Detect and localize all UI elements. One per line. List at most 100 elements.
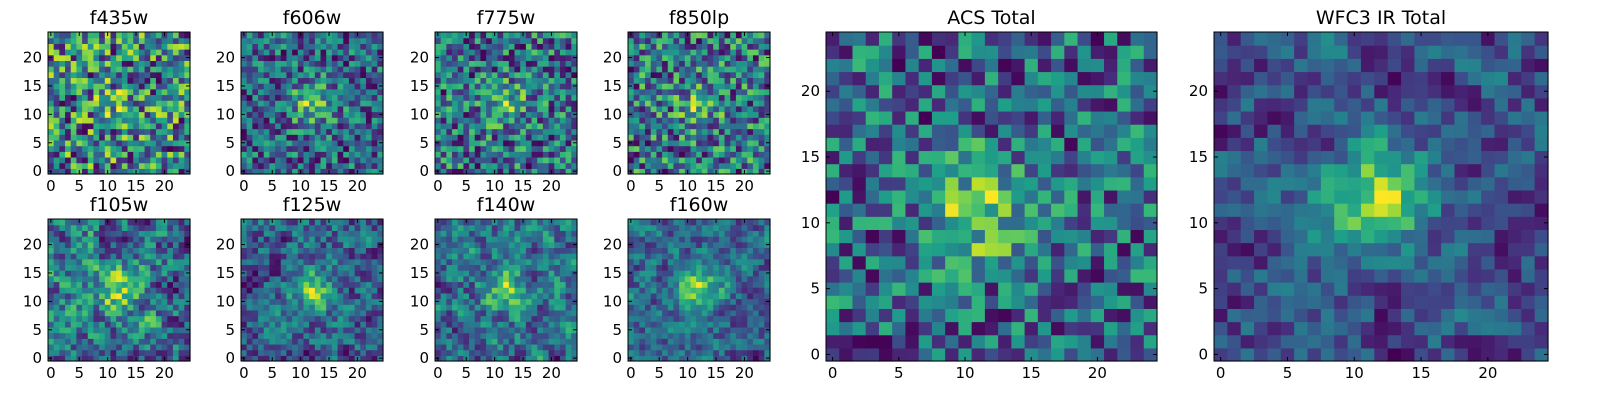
heatmap-cell [320,54,327,61]
heatmap-cell [184,321,191,328]
heatmap-cell [275,258,282,266]
heatmap-cell [348,304,356,311]
heatmap-cell [155,343,163,351]
heatmap-cell [457,32,464,39]
heatmap-cell [480,321,487,328]
heatmap-cell [343,100,350,107]
heatmap-cell [87,134,95,141]
heatmap-cell [474,343,482,351]
heatmap-cell [99,88,106,96]
heatmap-cell [133,71,140,79]
heatmap-cell [133,37,140,44]
heatmap-cell [377,338,384,345]
heatmap-cell [309,332,316,339]
heatmap-cell [252,224,259,231]
heatmap-cell [59,355,66,362]
heatmap-cell [184,37,191,44]
heatmap-cell [309,219,316,226]
heatmap-cell [713,83,720,90]
heatmap-cell [48,43,55,50]
heatmap-cell [297,94,305,101]
heatmap-cell [161,343,168,351]
heatmap-cell [531,241,538,248]
heatmap-cell [161,253,168,260]
heatmap-cell [167,66,174,73]
heatmap-cell [371,32,378,39]
heatmap-cell [480,332,487,339]
heatmap-cell [87,43,95,50]
heatmap-cell [297,43,305,50]
heatmap-cell [542,230,550,237]
heatmap-cell [326,151,333,158]
heatmap-cell [656,94,663,101]
heatmap-cell [320,247,327,254]
heatmap-cell [486,71,493,79]
heatmap-cell [520,139,527,147]
heatmap-cell [76,264,83,271]
heatmap-cell [365,122,373,130]
heatmap-cell [435,122,442,130]
heatmap-cell [331,100,339,107]
heatmap-cell [440,128,447,135]
heatmap-cell [707,49,714,56]
heatmap-cell [718,309,726,317]
heatmap-cell [497,168,504,175]
heatmap-cell [303,264,310,271]
heatmap-cell [326,88,333,96]
heatmap-cell [514,343,521,351]
heatmap-cell [701,66,709,73]
heatmap-cell [452,139,459,147]
heatmap-cell [320,304,327,311]
heatmap-cell [127,60,134,67]
heatmap-cell [559,105,567,113]
heatmap-cell [246,298,253,305]
heatmap-cell [258,77,265,84]
heatmap-cell [76,117,83,124]
heatmap-cell [93,117,100,124]
heatmap-cell [184,287,191,294]
heatmap-cell [258,168,265,175]
heatmap-cell [365,241,373,248]
heatmap-cell [548,100,555,107]
heatmap-cell [508,275,516,283]
heatmap-cell [452,117,459,124]
heatmap-cell [292,275,299,283]
heatmap-cell [286,309,293,317]
heatmap-cell [263,111,270,118]
heatmap-cell [508,298,516,305]
heatmap-cell [93,321,100,328]
heatmap-cell [309,37,316,44]
heatmap-cell [246,338,253,345]
heatmap-cell [82,168,89,175]
heatmap-cell [486,134,493,141]
heatmap-cell [110,321,117,328]
heatmap-cell [326,309,333,317]
heatmap-cell [354,287,361,294]
heatmap-cell [679,304,686,311]
heatmap-cell [371,236,378,243]
heatmap-cell [263,88,270,96]
heatmap-cell [707,355,714,362]
heatmap-cell [99,236,106,243]
heatmap-cell [292,168,299,175]
heatmap-cell [172,105,180,113]
heatmap-cell [701,287,709,294]
heatmap-cell [758,60,765,67]
heatmap-cell [673,156,680,164]
heatmap-cell [309,281,316,288]
heatmap-cell [297,247,305,254]
heatmap-cell [559,287,567,294]
heatmap-cell [167,270,174,277]
heatmap-cell [87,122,95,130]
heatmap-cell [65,111,72,118]
heatmap-cell [252,122,259,130]
heatmap-cell [258,122,265,130]
heatmap-cell [537,128,544,135]
heatmap-cell [53,156,60,164]
heatmap-cell [110,270,117,277]
heatmap-cell [633,122,640,130]
heatmap-cell [633,151,640,158]
heatmap-cell [639,83,646,90]
heatmap-cell [474,83,482,90]
